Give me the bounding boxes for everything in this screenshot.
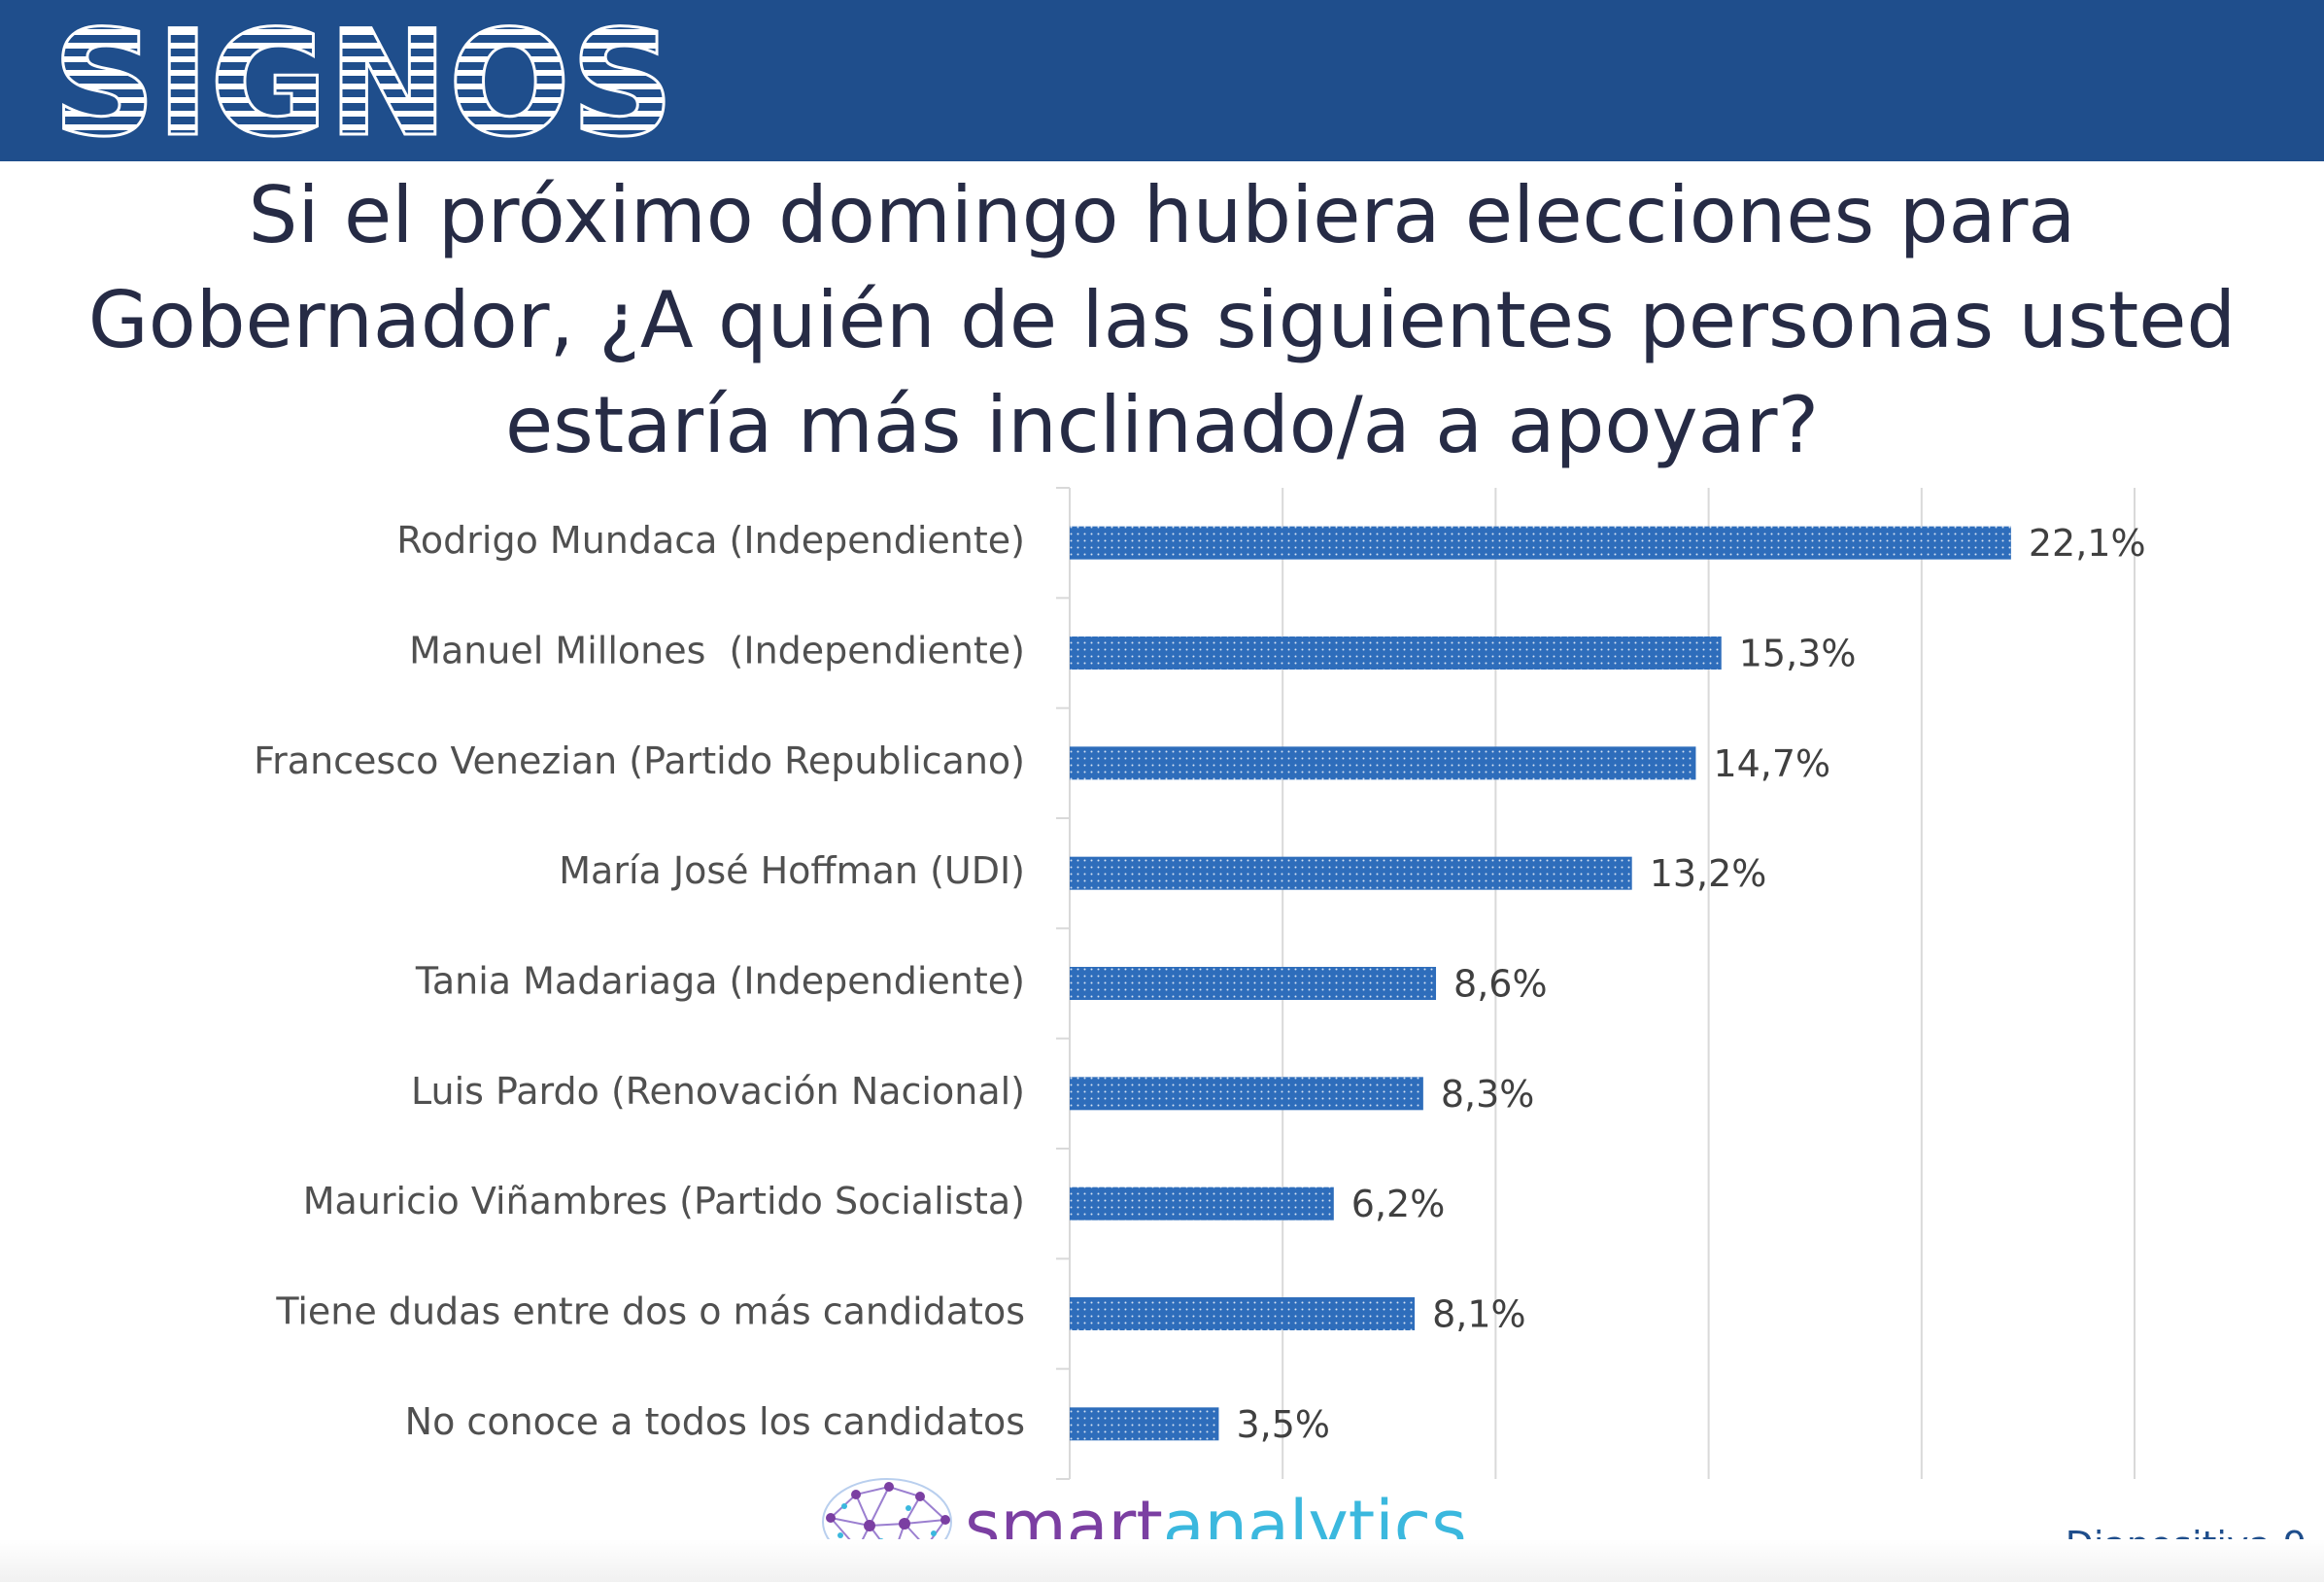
data-label: 14,7% xyxy=(1713,742,1830,785)
category-label: María José Hoffman (UDI) xyxy=(559,849,1025,892)
category-label: Luis Pardo (Renovación Nacional) xyxy=(411,1070,1025,1113)
bar-chart: Rodrigo Mundaca (Independiente) Manuel Mi… xyxy=(254,487,2146,1480)
bottom-edge-shade xyxy=(0,1539,2324,1582)
category-label: Mauricio Viñambres (Partido Socialista) xyxy=(303,1180,1025,1222)
data-label: 8,6% xyxy=(1453,963,1548,1006)
bar xyxy=(1070,856,1632,890)
category-label: Francesco Venezian (Partido Republicano) xyxy=(254,739,1025,782)
bar xyxy=(1070,636,1722,670)
header-bar: SIGNOS xyxy=(0,0,2324,161)
data-label: 22,1% xyxy=(2029,522,2146,565)
category-label: Tania Madariaga (Independiente) xyxy=(415,960,1025,1003)
data-label: 6,2% xyxy=(1351,1183,1446,1225)
data-label: 3,5% xyxy=(1236,1403,1330,1446)
bar xyxy=(1070,1186,1334,1221)
data-label: 13,2% xyxy=(1650,852,1767,895)
bar xyxy=(1070,1407,1219,1441)
category-label: Manuel Millones (Independiente) xyxy=(409,630,1025,672)
page-title: Si el próximo domingo hubiera elecciones… xyxy=(87,170,2237,470)
brand-logo: SIGNOS xyxy=(49,16,680,152)
category-label: Tiene dudas entre dos o más candidatos xyxy=(275,1290,1025,1333)
brand-logo-text: SIGNOS xyxy=(52,16,674,152)
data-label: 8,1% xyxy=(1432,1293,1526,1336)
bar xyxy=(1070,1077,1423,1111)
data-label: 8,3% xyxy=(1441,1073,1535,1116)
bar xyxy=(1070,746,1696,780)
bar xyxy=(1070,1297,1416,1330)
bar xyxy=(1070,967,1437,1000)
data-label: 15,3% xyxy=(1739,633,1857,675)
bar xyxy=(1070,526,2011,560)
category-label: No conoce a todos los candidatos xyxy=(405,1400,1025,1443)
category-label: Rodrigo Mundaca (Independiente) xyxy=(396,519,1025,562)
brand-logo-graphic: SIGNOS xyxy=(51,16,676,152)
